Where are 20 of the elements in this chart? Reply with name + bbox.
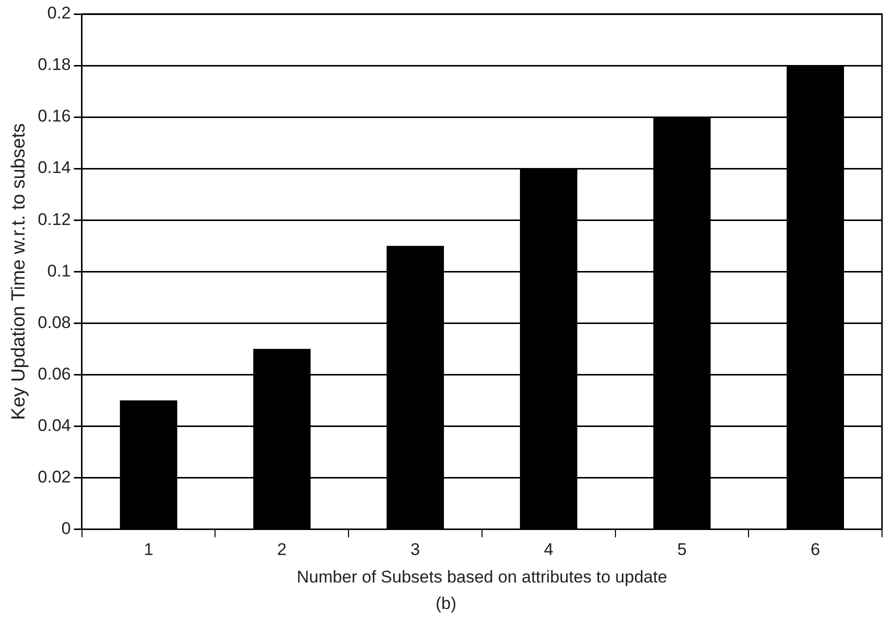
y-tick-label: 0.02	[38, 467, 71, 486]
y-tick-label: 0.04	[38, 416, 71, 435]
y-tick-label: 0	[61, 518, 71, 538]
x-tick-label: 3	[410, 540, 420, 560]
x-tick-label: 4	[544, 540, 554, 560]
x-axis-title: Number of Subsets based on attributes to update	[296, 567, 668, 586]
y-tick-label: 0.14	[38, 158, 71, 178]
x-tick-label: 5	[677, 540, 687, 560]
text: (b)	[434, 594, 458, 614]
y-tick-label: 0.16	[38, 106, 71, 126]
y-tick-label: 0.2	[47, 4, 71, 23]
y-tick-label: 0.06	[38, 364, 71, 384]
x-tick-label: 2	[277, 540, 287, 560]
y-tick-label: 0.08	[38, 312, 71, 332]
x-tick-label: 6	[810, 540, 820, 560]
y-tick-label: 0.18	[38, 55, 71, 74]
y-tick-label: 0.12	[38, 210, 71, 229]
y-axis-title: Key Updation Time w.r.t. to subsets	[8, 123, 30, 420]
y-tick-label: 0.1	[47, 261, 71, 280]
x-tick-label: 1	[144, 540, 154, 560]
